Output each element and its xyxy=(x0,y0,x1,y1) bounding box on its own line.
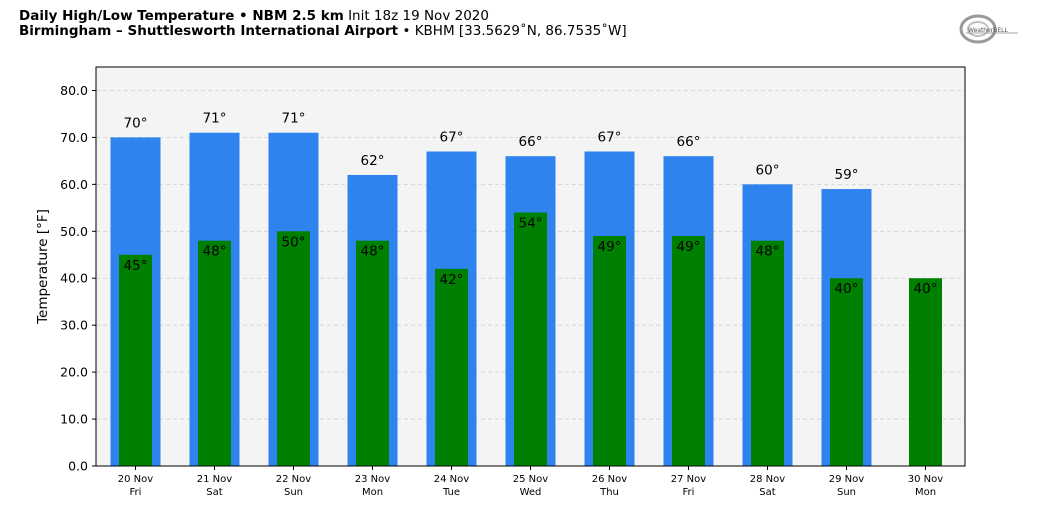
logo-text: WeatherBELL xyxy=(968,27,1009,34)
high-temp-label: 62° xyxy=(361,153,385,169)
low-temp-bar xyxy=(198,240,231,466)
low-temp-label: 40° xyxy=(835,281,859,297)
high-temp-label: 71° xyxy=(203,111,227,127)
x-tick-label-date: 21 Nov xyxy=(197,474,233,485)
x-tick-label-date: 27 Nov xyxy=(671,474,707,485)
x-tick-label-day: Mon xyxy=(362,487,383,498)
x-tick-label-date: 30 Nov xyxy=(908,474,944,485)
chart-title-line1: Daily High/Low Temperature • NBM 2.5 km … xyxy=(19,8,489,24)
site-id-coords: • KBHM [33.5629˚N, 86.7535˚W] xyxy=(402,23,627,39)
x-tick-label-day: Sun xyxy=(837,487,856,498)
x-tick-label-date: 23 Nov xyxy=(355,474,391,485)
y-tick-label: 30.0 xyxy=(60,318,88,333)
x-tick-label-date: 20 Nov xyxy=(118,474,154,485)
low-temp-label: 50° xyxy=(282,234,306,250)
low-temp-bar xyxy=(909,278,942,466)
weatherbell-logo-icon: WeatherBELL xyxy=(959,14,1018,44)
low-temp-label: 49° xyxy=(677,239,701,255)
low-temp-bar xyxy=(593,235,626,466)
init-time: Init 18z 19 Nov 2020 xyxy=(348,8,489,24)
high-temp-label: 70° xyxy=(124,115,148,131)
low-temp-label: 54° xyxy=(519,216,543,232)
low-temp-bar xyxy=(277,231,310,466)
low-temp-label: 42° xyxy=(440,272,464,288)
x-tick-label-day: Sat xyxy=(759,487,775,498)
low-temp-label: 40° xyxy=(914,281,938,297)
low-temp-label: 49° xyxy=(598,239,622,255)
x-tick-label-date: 25 Nov xyxy=(513,474,549,485)
x-tick-label-date: 29 Nov xyxy=(829,474,865,485)
x-tick-label-date: 22 Nov xyxy=(276,474,312,485)
y-tick-label: 10.0 xyxy=(60,412,88,427)
high-temp-label: 59° xyxy=(835,167,859,183)
low-temp-bar xyxy=(435,268,468,466)
x-tick-label-day: Sun xyxy=(284,487,303,498)
x-tick-label-day: Sat xyxy=(206,487,222,498)
y-axis-label: Temperature [°F] xyxy=(35,209,51,325)
x-tick-label-day: Tue xyxy=(442,487,460,498)
x-tick-label-day: Mon xyxy=(915,487,936,498)
high-temp-label: 66° xyxy=(677,134,701,150)
x-tick-label-day: Thu xyxy=(599,487,619,498)
chart-title-line2: Birmingham – Shuttlesworth International… xyxy=(19,23,627,39)
x-tick-label-day: Fri xyxy=(683,487,695,498)
y-tick-label: 0.0 xyxy=(68,459,88,474)
x-tick-label-date: 24 Nov xyxy=(434,474,470,485)
low-temp-bar xyxy=(751,240,784,466)
chart-title: Daily High/Low Temperature • NBM 2.5 km xyxy=(19,8,344,24)
y-tick-label: 60.0 xyxy=(60,177,88,192)
low-temp-label: 48° xyxy=(361,244,385,260)
high-temp-label: 60° xyxy=(756,162,780,178)
plot-frame xyxy=(95,66,966,467)
low-temp-bar xyxy=(356,240,389,466)
low-temp-label: 48° xyxy=(203,244,227,260)
low-temp-bar xyxy=(830,278,863,466)
low-temp-label: 48° xyxy=(756,244,780,260)
x-tick-label-date: 26 Nov xyxy=(592,474,628,485)
low-temp-bar xyxy=(119,254,152,466)
low-temp-label: 45° xyxy=(124,258,148,274)
high-temp-label: 67° xyxy=(440,129,464,145)
site-name: Birmingham – Shuttlesworth International… xyxy=(19,23,399,39)
low-temp-bar xyxy=(672,235,705,466)
high-temp-label: 67° xyxy=(598,129,622,145)
x-tick-label-day: Wed xyxy=(520,487,542,498)
y-tick-label: 80.0 xyxy=(60,83,88,98)
y-tick-label: 70.0 xyxy=(60,130,88,145)
high-temp-label: 66° xyxy=(519,134,543,150)
y-tick-label: 40.0 xyxy=(60,271,88,286)
y-tick-label: 50.0 xyxy=(60,224,88,239)
low-temp-bar xyxy=(514,212,547,466)
x-tick-label-day: Fri xyxy=(130,487,142,498)
y-tick-label: 20.0 xyxy=(60,365,88,380)
high-temp-label: 71° xyxy=(282,111,306,127)
x-tick-label-date: 28 Nov xyxy=(750,474,786,485)
